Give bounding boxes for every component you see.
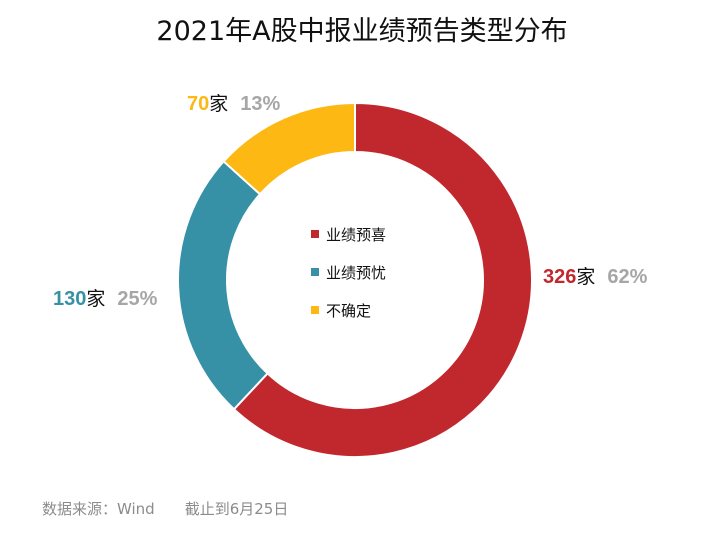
slice-value: 130 <box>53 288 86 310</box>
slice-unit: 家 <box>576 266 595 288</box>
source-note: 数据来源：Wind 截止到6月25日 <box>42 500 288 518</box>
legend-label: 不确定 <box>326 302 371 320</box>
legend-swatch <box>311 230 319 238</box>
slice-2 <box>177 159 269 411</box>
slice-1 <box>232 101 533 458</box>
legend-swatch <box>311 268 319 276</box>
slice-value: 70 <box>187 93 209 115</box>
chart-title: 2021年A股中报业绩预告类型分布 <box>156 16 567 47</box>
legend-swatch <box>311 306 319 314</box>
slice-labels: 326家 62%130家 25%70家 13% <box>53 93 648 310</box>
slice-percent: 62% <box>607 266 647 288</box>
slice-percent: 25% <box>117 288 157 310</box>
slice-label-1: 326家 62% <box>543 266 648 288</box>
slice-label-2: 130家 25% <box>53 288 158 310</box>
legend-label: 业绩预忧 <box>326 264 386 282</box>
slice-unit: 家 <box>209 93 228 115</box>
slice-percent: 13% <box>240 93 280 115</box>
slice-unit: 家 <box>86 288 105 310</box>
legend-label: 业绩预喜 <box>326 226 386 244</box>
donut-slices <box>177 101 533 458</box>
slice-value: 326 <box>543 266 576 288</box>
slice-label-3: 70家 13% <box>187 93 281 115</box>
slice-3 <box>222 101 356 196</box>
